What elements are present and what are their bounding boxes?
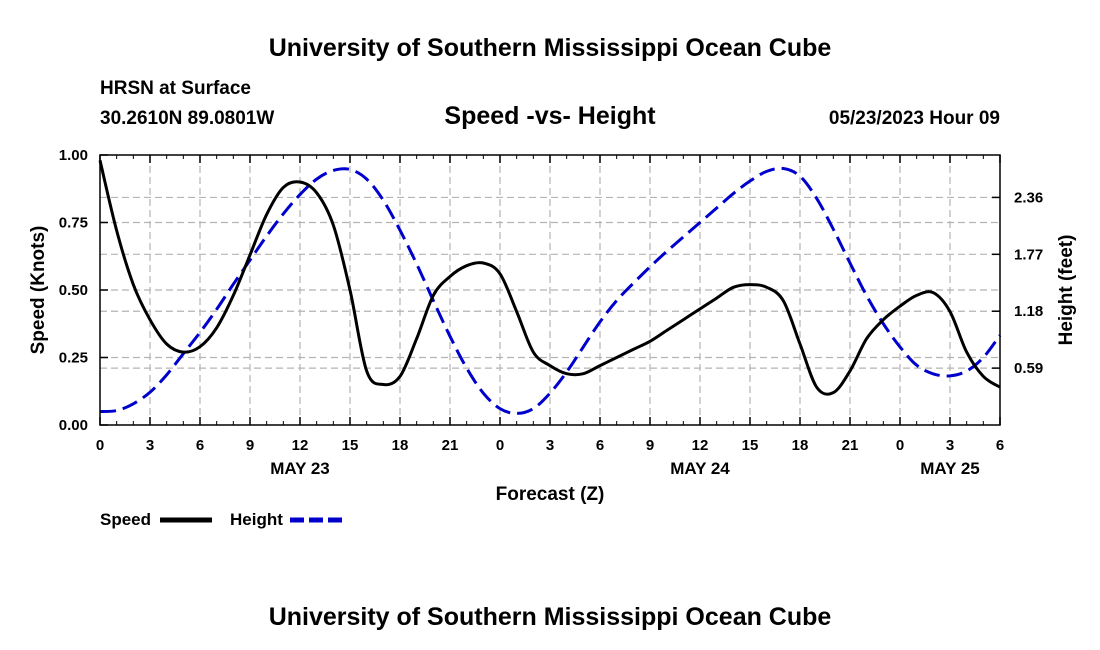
x-tick-label: 15 <box>342 437 359 454</box>
x-tick-label: 0 <box>496 437 504 454</box>
x-tick-label: 21 <box>842 437 859 454</box>
x-tick-label: 9 <box>646 437 654 454</box>
y-tick-label: 1.00 <box>59 147 88 164</box>
x-tick-label: 0 <box>96 437 104 454</box>
x-tick-label: 6 <box>596 437 604 454</box>
y2-axis-label: Height (feet) <box>1056 235 1077 346</box>
axes: 0 3 6 9 12 15 18 21 0 3 6 9 12 15 18 21 0 3 6 0.00 0.25 0.50 0… <box>59 147 1043 478</box>
x-tick-label: 18 <box>792 437 809 454</box>
legend: Speed Height <box>100 510 342 529</box>
station-label: HRSN at Surface <box>100 78 251 99</box>
series-lines <box>98 160 1002 415</box>
x-axis-label: Forecast (Z) <box>496 484 605 505</box>
x-tick-label: 0 <box>896 437 904 454</box>
chart-title: Speed -vs- Height <box>444 102 656 130</box>
x-tick-label: 6 <box>996 437 1004 454</box>
coordinates-label: 30.2610N 89.0801W <box>100 108 274 129</box>
y-tick-label: 0.75 <box>59 215 88 232</box>
series-line-speed <box>98 160 1001 396</box>
y2-tick-label: 2.36 <box>1014 189 1043 206</box>
y2-tick-label: 1.77 <box>1014 246 1043 263</box>
y2-tick-label: 0.59 <box>1014 360 1043 377</box>
x-tick-label: 12 <box>292 437 309 454</box>
x-tick-label: 3 <box>946 437 954 454</box>
x-tick-label: 21 <box>442 437 459 454</box>
x-tick-label: 18 <box>392 437 409 454</box>
series-line-height <box>99 166 1002 415</box>
date-hour-label: 05/23/2023 Hour 09 <box>829 108 1000 129</box>
x-tick-label: 9 <box>246 437 254 454</box>
legend-height-label: Height <box>230 510 283 529</box>
y-tick-label: 0.50 <box>59 282 88 299</box>
x-tick-label: 3 <box>146 437 154 454</box>
y-tick-label: 0.25 <box>59 350 88 367</box>
x-tick-label: 3 <box>546 437 554 454</box>
y-tick-label: 0.00 <box>59 417 88 434</box>
date-label: MAY 25 <box>920 459 980 478</box>
footer-title: University of Southern Mississippi Ocean… <box>269 603 832 631</box>
x-tick-label: 15 <box>742 437 759 454</box>
x-tick-label: 12 <box>692 437 709 454</box>
legend-speed-label: Speed <box>100 510 151 529</box>
grid-lines <box>100 155 1000 425</box>
page-title: University of Southern Mississippi Ocean… <box>269 34 832 62</box>
y-axis-label: Speed (Knots) <box>28 226 49 355</box>
x-tick-label: 6 <box>196 437 204 454</box>
date-label: MAY 24 <box>670 459 730 478</box>
date-label: MAY 23 <box>270 459 330 478</box>
y2-tick-label: 1.18 <box>1014 303 1043 320</box>
